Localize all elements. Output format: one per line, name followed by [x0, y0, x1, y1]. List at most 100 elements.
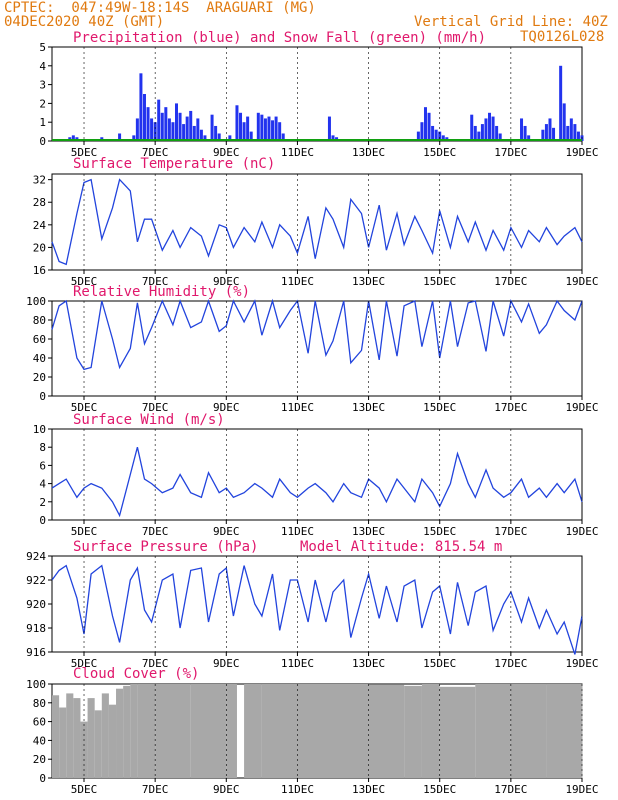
precip-bar [477, 131, 481, 141]
cloud-bar [475, 684, 511, 778]
temp-series-line [51, 178, 583, 266]
precip-bar [562, 103, 566, 141]
precip-bar [210, 114, 214, 141]
precip-bar [427, 112, 431, 141]
rh-series-line [51, 298, 583, 371]
temp-xtick-label: 13DEC [352, 275, 385, 288]
wind-xtick-label: 11DEC [281, 525, 314, 538]
temp-xtick-label: 15DEC [423, 275, 456, 288]
wind-xtick-label: 9DEC [213, 525, 240, 538]
press-xtick-label: 17DEC [494, 657, 527, 670]
rh-xtick-label: 7DEC [142, 401, 169, 414]
precip-bar [434, 129, 438, 141]
cloud-xtick-label: 9DEC [213, 783, 240, 796]
cloud-bar [510, 684, 547, 778]
temp-xtick-label: 9DEC [213, 275, 240, 288]
cloud-bar [52, 695, 60, 778]
precip-bar [256, 112, 260, 141]
wind-series-line [51, 447, 583, 518]
cloud-bar [333, 684, 369, 778]
precip-bar [569, 118, 573, 141]
precip-bar [135, 118, 139, 141]
precip-title: Precipitation (blue) and Snow Fall (gree… [73, 30, 486, 46]
precip-ytick-label: 1 [39, 116, 46, 129]
cloud-bar [155, 684, 191, 778]
precip-bar [153, 122, 157, 141]
wind-ytick-label: 6 [39, 459, 46, 472]
precip-bar [132, 135, 136, 141]
temp-ytick-label: 20 [33, 241, 46, 254]
wind-xtick-label: 17DEC [494, 525, 527, 538]
precip-ytick-label: 4 [39, 60, 46, 73]
precip-bar [199, 129, 203, 141]
rh-xtick-label: 17DEC [494, 401, 527, 414]
cloud-ytick-label: 80 [33, 697, 46, 710]
press-xtick-label: 13DEC [352, 657, 385, 670]
precip-bar [327, 116, 331, 141]
wind-ytick-label: 0 [39, 514, 46, 527]
press-xtick-label: 15DEC [423, 657, 456, 670]
press-series-line [51, 564, 583, 655]
precip-bar [260, 114, 264, 141]
temp-xtick-label: 11DEC [281, 275, 314, 288]
cloud-bar [297, 684, 334, 778]
press-ytick-label: 924 [26, 550, 46, 563]
precip-bar [491, 116, 495, 141]
wind-xtick-label: 7DEC [142, 525, 169, 538]
precip-bar [520, 118, 524, 141]
press-title: Surface Pressure (hPa) [73, 539, 258, 555]
cloud-xtick-label: 11DEC [281, 783, 314, 796]
precip-ytick-label: 5 [39, 41, 46, 54]
precip-bar [157, 99, 161, 141]
wind-ytick-label: 8 [39, 441, 46, 454]
precip-bar [182, 124, 186, 141]
precip-bar [189, 110, 193, 141]
cloud-bar [101, 693, 109, 778]
cloud-bar [108, 704, 117, 778]
wind-xtick-label: 5DEC [71, 525, 98, 538]
precip-bar [488, 112, 492, 141]
rh-ytick-label: 80 [33, 314, 46, 327]
precip-bar [139, 73, 143, 141]
precip-bar [552, 127, 556, 141]
temp-frame [51, 173, 583, 271]
precip-bar [527, 135, 531, 141]
wind-xtick-label: 15DEC [423, 525, 456, 538]
precip-bar [274, 116, 278, 141]
precip-bar [523, 125, 527, 141]
temp-ytick-label: 28 [33, 196, 46, 209]
temp-xtick-label: 17DEC [494, 275, 527, 288]
press-subtitle: Model Altitude: 815.54 m [300, 539, 502, 555]
cloud-ytick-label: 20 [33, 753, 46, 766]
precip-bar [192, 125, 196, 141]
cloud-xtick-label: 7DEC [142, 783, 169, 796]
precip-bar [559, 65, 563, 141]
cloud-ytick-label: 40 [33, 734, 46, 747]
precip-bar [423, 107, 427, 141]
precip-bar [573, 124, 577, 141]
cloud-bar [66, 693, 74, 778]
cloud-xtick-label: 19DEC [565, 783, 598, 796]
precip-bar [228, 135, 232, 141]
precip-bar [431, 125, 435, 141]
temp-ytick-label: 32 [33, 174, 46, 187]
cloud-bar [421, 684, 440, 778]
precip-bar [480, 124, 484, 141]
wind-xtick-label: 19DEC [565, 525, 598, 538]
rh-xtick-label: 5DEC [71, 401, 98, 414]
cloud-bar [59, 707, 67, 778]
precip-bar [71, 135, 75, 141]
press-xtick-label: 9DEC [213, 657, 240, 670]
cloud-bar [137, 684, 156, 778]
precip-bar [438, 131, 442, 141]
precip-bar [160, 112, 164, 141]
precip-bar [271, 120, 275, 141]
precip-ytick-label: 2 [39, 97, 46, 110]
rh-xtick-label: 9DEC [213, 401, 240, 414]
press-ytick-label: 916 [26, 646, 46, 659]
precip-bar [263, 118, 267, 141]
rh-xtick-label: 11DEC [281, 401, 314, 414]
rh-xtick-label: 15DEC [423, 401, 456, 414]
wind-ytick-label: 10 [33, 423, 46, 436]
